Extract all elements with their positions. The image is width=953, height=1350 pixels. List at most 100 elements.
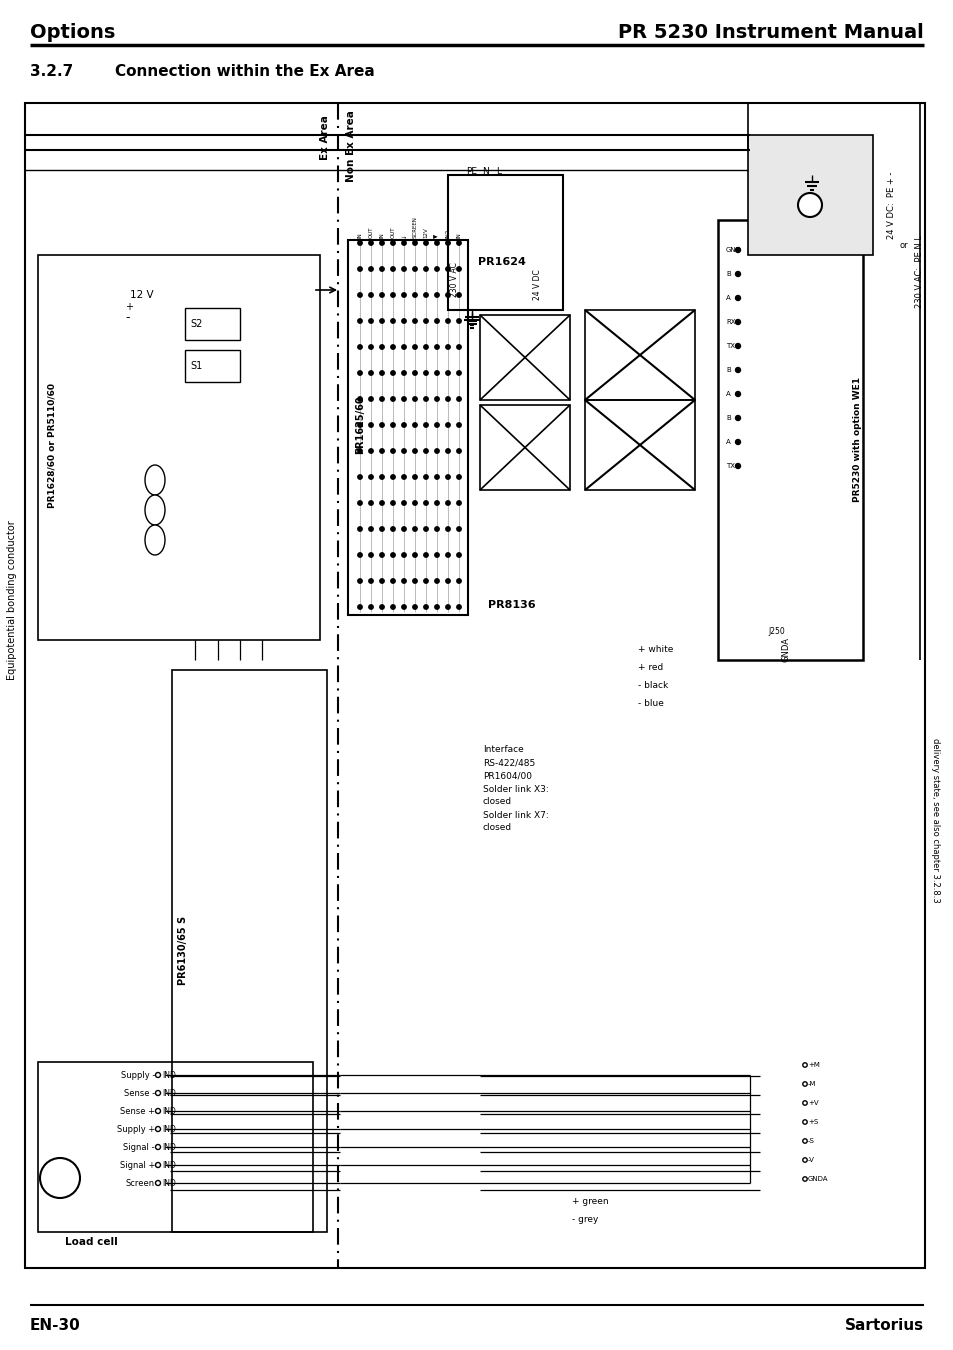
Text: IND: IND	[162, 1071, 175, 1080]
Circle shape	[802, 1158, 806, 1162]
Circle shape	[802, 1119, 806, 1125]
Circle shape	[735, 392, 740, 397]
Circle shape	[445, 552, 450, 558]
Text: RS-422/485: RS-422/485	[482, 759, 535, 768]
Circle shape	[445, 371, 450, 375]
Circle shape	[357, 371, 362, 375]
Circle shape	[379, 397, 384, 401]
Text: 230 V AC: 230 V AC	[450, 262, 459, 297]
Circle shape	[379, 344, 384, 350]
Text: +V: +V	[807, 1100, 818, 1106]
Circle shape	[357, 397, 362, 401]
Text: + white: + white	[638, 645, 673, 655]
Circle shape	[456, 397, 460, 401]
Circle shape	[357, 552, 362, 558]
Circle shape	[357, 605, 362, 609]
Bar	[38, 255, 319, 640]
Circle shape	[423, 240, 428, 246]
Text: Ex Area: Ex Area	[319, 115, 330, 159]
Circle shape	[802, 1177, 806, 1181]
Circle shape	[445, 605, 450, 609]
Circle shape	[735, 247, 740, 252]
Text: L: L	[496, 167, 500, 177]
Text: -: -	[125, 312, 130, 324]
Circle shape	[456, 475, 460, 479]
Text: IN: IN	[456, 232, 461, 238]
Text: PR1604/00: PR1604/00	[482, 771, 532, 780]
Text: 24 V DC: 24 V DC	[533, 270, 542, 301]
Circle shape	[401, 605, 406, 609]
Circle shape	[423, 319, 428, 323]
Circle shape	[413, 319, 416, 323]
Circle shape	[357, 526, 362, 531]
Circle shape	[413, 397, 416, 401]
Circle shape	[423, 423, 428, 427]
Circle shape	[413, 344, 416, 350]
Text: closed: closed	[482, 798, 512, 806]
Text: Supply -: Supply -	[120, 1071, 154, 1080]
Bar	[479, 405, 569, 490]
Circle shape	[413, 605, 416, 609]
Ellipse shape	[145, 464, 165, 495]
Circle shape	[379, 267, 384, 271]
Circle shape	[423, 371, 428, 375]
Circle shape	[357, 475, 362, 479]
Text: Screen: Screen	[126, 1179, 154, 1188]
Circle shape	[435, 293, 438, 297]
Text: SCREEN: SCREEN	[412, 216, 417, 238]
Circle shape	[391, 475, 395, 479]
Circle shape	[423, 579, 428, 583]
Text: Supply +: Supply +	[116, 1125, 154, 1134]
Circle shape	[369, 344, 373, 350]
Text: OUT: OUT	[390, 227, 395, 238]
Circle shape	[456, 319, 460, 323]
Circle shape	[357, 319, 362, 323]
Text: - blue: - blue	[638, 699, 663, 709]
Text: +S: +S	[807, 1119, 818, 1125]
Circle shape	[445, 344, 450, 350]
Circle shape	[391, 293, 395, 297]
Circle shape	[369, 240, 373, 246]
Circle shape	[435, 501, 438, 505]
Circle shape	[379, 552, 384, 558]
Text: PR 5230 Instrument Manual: PR 5230 Instrument Manual	[618, 23, 923, 42]
Text: -M: -M	[807, 1081, 816, 1087]
Circle shape	[391, 605, 395, 609]
Text: A: A	[725, 392, 730, 397]
Circle shape	[435, 240, 438, 246]
Text: Connection within the Ex Area: Connection within the Ex Area	[115, 65, 375, 80]
Circle shape	[423, 267, 428, 271]
Text: +: +	[125, 302, 132, 312]
Bar	[718, 220, 862, 660]
Bar	[584, 400, 695, 490]
Circle shape	[423, 397, 428, 401]
Circle shape	[401, 319, 406, 323]
Circle shape	[155, 1108, 160, 1114]
Circle shape	[391, 448, 395, 454]
Text: +M: +M	[807, 1062, 819, 1068]
Circle shape	[369, 319, 373, 323]
Circle shape	[401, 371, 406, 375]
Circle shape	[445, 267, 450, 271]
Text: + green: + green	[572, 1197, 608, 1207]
Circle shape	[391, 501, 395, 505]
Text: PR1628/60 or PR5110/60: PR1628/60 or PR5110/60	[48, 382, 56, 508]
Text: TX: TX	[725, 463, 734, 468]
Text: IN: IN	[357, 232, 362, 238]
Text: PR1625/60: PR1625/60	[355, 396, 365, 455]
Circle shape	[435, 397, 438, 401]
Ellipse shape	[145, 525, 165, 555]
Circle shape	[379, 475, 384, 479]
Circle shape	[435, 344, 438, 350]
Circle shape	[735, 271, 740, 277]
Ellipse shape	[145, 495, 165, 525]
Circle shape	[797, 193, 821, 217]
Circle shape	[435, 319, 438, 323]
Circle shape	[40, 1158, 80, 1197]
Circle shape	[456, 579, 460, 583]
Text: - grey: - grey	[572, 1215, 598, 1224]
Circle shape	[735, 296, 740, 301]
Text: -S: -S	[807, 1138, 814, 1143]
Circle shape	[391, 423, 395, 427]
Text: S1: S1	[190, 360, 202, 371]
